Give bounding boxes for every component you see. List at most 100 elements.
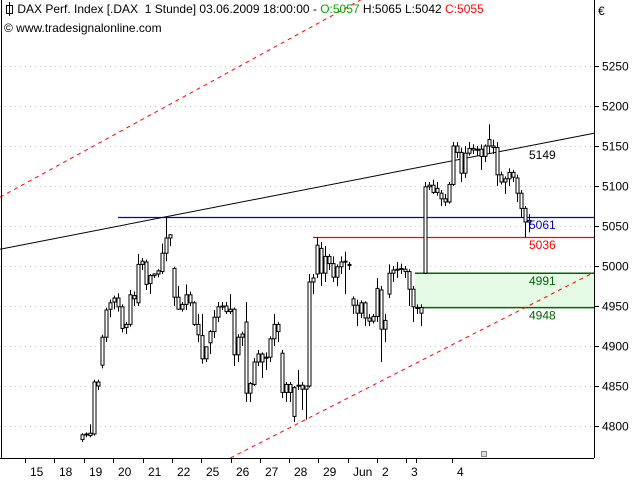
candle-body bbox=[208, 331, 213, 344]
candle-body bbox=[224, 305, 229, 313]
high-value: H:5065 bbox=[362, 2, 402, 16]
candle-body bbox=[84, 433, 89, 436]
candle-body bbox=[339, 261, 344, 268]
chart-header: DAX Perf. Index [.DAX 1 Stunde] 03.06.20… bbox=[4, 2, 484, 16]
candle-body bbox=[407, 271, 412, 290]
candle-body bbox=[240, 333, 245, 338]
candle-body bbox=[104, 309, 109, 338]
x-tick-label: 27 bbox=[265, 465, 279, 479]
candle-body bbox=[419, 307, 424, 314]
candle-body bbox=[447, 183, 452, 203]
candle-body bbox=[244, 321, 249, 394]
y-tick-label: 4950 bbox=[602, 300, 629, 314]
x-tick-label: 18 bbox=[59, 465, 73, 479]
candle-body bbox=[192, 302, 197, 325]
candle-body bbox=[387, 272, 392, 295]
x-tick-label: 26 bbox=[236, 465, 250, 479]
y-tick-label: 5000 bbox=[602, 260, 629, 274]
candle-body bbox=[307, 281, 312, 387]
candle-body bbox=[495, 147, 500, 176]
candle-body bbox=[511, 171, 516, 178]
candle-body bbox=[212, 316, 217, 333]
candle-body bbox=[180, 303, 185, 310]
currency-label: € bbox=[598, 4, 605, 18]
candle-body bbox=[311, 277, 316, 283]
y-tick-label: 5050 bbox=[602, 220, 629, 234]
candle-body bbox=[403, 268, 408, 273]
candle-body bbox=[92, 381, 97, 435]
candle-body bbox=[343, 260, 348, 263]
candle-body bbox=[383, 319, 388, 330]
candle-body bbox=[300, 384, 305, 390]
candle-body bbox=[331, 263, 336, 278]
open-value: O:5057 bbox=[320, 2, 360, 16]
candle-body bbox=[100, 336, 105, 366]
candle-body bbox=[347, 263, 352, 266]
candle-body bbox=[455, 145, 460, 153]
x-tick-label: 4 bbox=[457, 465, 464, 479]
candle-body bbox=[124, 323, 129, 329]
y-tick-label: 5100 bbox=[602, 180, 629, 194]
x-tick-label: 29 bbox=[323, 465, 337, 479]
candle-body bbox=[284, 383, 289, 393]
candle-body bbox=[164, 237, 169, 254]
x-tick-label: 15 bbox=[30, 465, 44, 479]
x-tick-label: 22 bbox=[177, 465, 191, 479]
candle-body bbox=[483, 145, 488, 157]
x-tick-label: 25 bbox=[206, 465, 220, 479]
candle-body bbox=[96, 381, 101, 387]
candle-body bbox=[196, 323, 201, 336]
candle-body bbox=[367, 317, 372, 322]
candle-body bbox=[475, 148, 480, 151]
level-label-5149: 5149 bbox=[529, 148, 556, 162]
x-tick-label: 3 bbox=[411, 465, 418, 479]
candle-body bbox=[391, 269, 396, 274]
chart-title: DAX Perf. Index [.DAX 1 Stunde] 03.06.20… bbox=[17, 2, 321, 16]
candle-body bbox=[319, 247, 324, 274]
y-tick-label: 4850 bbox=[602, 380, 629, 394]
candle-body bbox=[172, 267, 177, 298]
candle-body bbox=[351, 298, 356, 306]
candle-body bbox=[443, 198, 448, 203]
candle-body bbox=[204, 346, 209, 360]
candle-body bbox=[136, 263, 141, 304]
candle-body bbox=[363, 302, 368, 319]
level-label-5061: 5061 bbox=[529, 218, 556, 232]
candle-body bbox=[507, 171, 512, 180]
candle-body bbox=[276, 323, 281, 333]
candle-body bbox=[304, 385, 309, 390]
candle-body bbox=[467, 147, 472, 154]
candle-body bbox=[252, 361, 257, 385]
x-tick-label: 21 bbox=[148, 465, 162, 479]
candle-body bbox=[435, 187, 440, 193]
candle-body bbox=[228, 308, 233, 313]
candle-body bbox=[256, 353, 261, 363]
candle-body bbox=[144, 261, 149, 285]
candle-body bbox=[160, 252, 165, 273]
candle-body bbox=[515, 177, 520, 194]
candle-body bbox=[471, 147, 476, 151]
candle-body bbox=[112, 297, 117, 303]
trendline-0 bbox=[0, 132, 595, 250]
candle-body bbox=[152, 273, 157, 277]
candle-body bbox=[519, 192, 524, 209]
candle-body bbox=[168, 234, 173, 239]
candle-body bbox=[463, 152, 468, 174]
candle-body bbox=[132, 295, 137, 300]
y-tick-label: 5200 bbox=[602, 100, 629, 114]
candle-body bbox=[268, 338, 273, 358]
level-label-4991: 4991 bbox=[529, 274, 556, 288]
candle-body bbox=[188, 294, 193, 304]
candle-body bbox=[359, 302, 364, 314]
resize-handle-icon[interactable] bbox=[481, 451, 487, 457]
candle-body bbox=[148, 275, 153, 285]
candlestick-icon bbox=[4, 2, 14, 16]
candle-body bbox=[439, 192, 444, 200]
candle-body bbox=[232, 308, 237, 356]
candle-body bbox=[459, 151, 464, 174]
x-tick-label: 2 bbox=[382, 465, 389, 479]
candle-body bbox=[156, 270, 161, 275]
candle-body bbox=[375, 287, 380, 317]
